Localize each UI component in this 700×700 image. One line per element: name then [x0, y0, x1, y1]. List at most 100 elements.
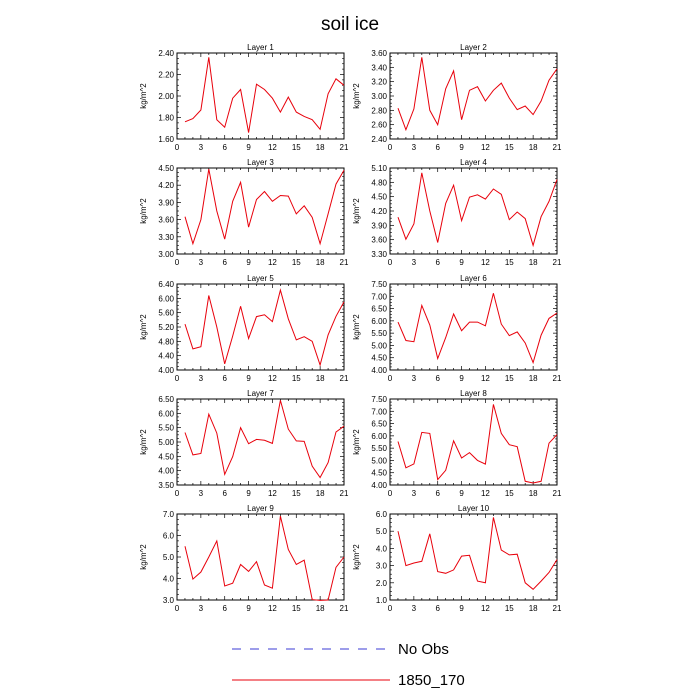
x-tick-label: 3	[199, 143, 204, 152]
x-tick-label: 15	[292, 374, 301, 383]
y-tick-label: 3.30	[371, 250, 387, 259]
x-tick-label: 12	[268, 374, 277, 383]
x-tick-label: 18	[529, 258, 538, 267]
plot-frame	[389, 52, 558, 140]
x-tick-label: 21	[553, 604, 562, 613]
y-tick-label: 2.20	[158, 71, 174, 80]
panel-title: Layer 4	[460, 158, 487, 167]
x-tick-label: 12	[481, 143, 490, 152]
y-axis-label: kg/m^2	[139, 429, 148, 455]
x-tick-label: 3	[199, 258, 204, 267]
x-tick-label: 0	[175, 143, 180, 152]
series-line-1850-170	[397, 293, 558, 365]
x-tick-label: 15	[505, 143, 514, 152]
panel-title: Layer 3	[247, 158, 274, 167]
x-tick-label: 18	[529, 374, 538, 383]
x-tick-label: 9	[246, 143, 251, 152]
plot-frame	[176, 52, 345, 140]
y-tick-label: 4.00	[371, 366, 387, 375]
x-tick-label: 0	[388, 258, 393, 267]
x-tick-label: 6	[222, 143, 227, 152]
panel-title: Layer 7	[247, 389, 274, 398]
x-tick-label: 9	[246, 374, 251, 383]
panel-title: Layer 10	[458, 504, 490, 513]
x-tick-label: 21	[340, 604, 349, 613]
y-tick-label: 2.00	[158, 92, 174, 101]
x-tick-label: 15	[505, 258, 514, 267]
panel-title: Layer 1	[247, 43, 274, 52]
y-tick-label: 4.00	[158, 366, 174, 375]
series-line-1850-170	[184, 169, 345, 246]
x-tick-label: 15	[505, 604, 514, 613]
x-tick-label: 9	[459, 374, 464, 383]
plot-frame	[389, 398, 558, 486]
y-tick-label: 6.00	[158, 409, 174, 418]
x-tick-label: 12	[481, 258, 490, 267]
y-tick-label: 4.50	[371, 193, 387, 202]
x-tick-label: 15	[292, 489, 301, 498]
y-tick-label: 3.90	[371, 221, 387, 230]
x-tick-label: 6	[222, 489, 227, 498]
x-tick-label: 0	[175, 258, 180, 267]
panel-title: Layer 8	[460, 389, 487, 398]
panel-layer-9: Layer 9 kg/m^2 0 3 6 9 12 15 18 21 3.0 4.0 5.0 6.0 7.0	[139, 504, 349, 613]
x-tick-label: 9	[459, 604, 464, 613]
x-tick-label: 0	[175, 374, 180, 383]
y-tick-label: 5.0	[376, 527, 388, 536]
x-tick-label: 0	[175, 489, 180, 498]
x-tick-label: 21	[340, 374, 349, 383]
series-line-1850-170	[184, 400, 345, 479]
y-axis-label: kg/m^2	[352, 314, 361, 340]
x-tick-label: 0	[175, 604, 180, 613]
x-tick-label: 18	[316, 489, 325, 498]
y-tick-label: 5.60	[158, 309, 174, 318]
x-tick-label: 12	[481, 489, 490, 498]
y-tick-label: 6.40	[158, 280, 174, 289]
x-tick-label: 12	[481, 374, 490, 383]
plot-frame	[176, 398, 345, 486]
panel-layer-4: Layer 4 kg/m^2 0 3 6 9 12 15 18 21 3.30 3.60 3.90 4.2…	[352, 158, 562, 267]
x-tick-label: 21	[340, 489, 349, 498]
y-tick-label: 4.20	[371, 207, 387, 216]
panel-layer-6: Layer 6 kg/m^2 0 3 6 9 12 15 18 21 4.00 4.50 5.00 5.5…	[352, 274, 562, 383]
x-tick-label: 18	[316, 143, 325, 152]
y-tick-label: 7.0	[163, 510, 175, 519]
panel-layer-5: Layer 5 kg/m^2 0 3 6 9 12 15 18 21 4.00 4.40 4.80 5.2…	[139, 274, 349, 383]
series-line-1850-170	[397, 404, 558, 484]
y-tick-label: 3.00	[371, 92, 387, 101]
x-tick-label: 3	[412, 258, 417, 267]
y-tick-label: 6.50	[371, 305, 387, 314]
x-tick-label: 0	[388, 143, 393, 152]
x-tick-label: 18	[316, 374, 325, 383]
x-tick-label: 21	[553, 143, 562, 152]
y-tick-label: 6.00	[371, 317, 387, 326]
x-tick-label: 18	[316, 258, 325, 267]
x-tick-label: 3	[199, 489, 204, 498]
y-tick-label: 4.00	[371, 481, 387, 490]
y-tick-label: 4.00	[158, 467, 174, 476]
y-tick-label: 5.0	[163, 553, 175, 562]
legend-no-obs-label: No Obs	[398, 641, 449, 658]
x-tick-label: 3	[412, 143, 417, 152]
legend: No Obs 1850_170	[232, 641, 465, 689]
x-tick-label: 21	[340, 258, 349, 267]
y-axis-label: kg/m^2	[139, 198, 148, 224]
x-tick-label: 3	[199, 604, 204, 613]
x-tick-label: 21	[340, 143, 349, 152]
x-tick-label: 12	[268, 489, 277, 498]
x-tick-label: 0	[388, 604, 393, 613]
series-line-1850-170	[397, 517, 558, 590]
y-tick-label: 4.50	[158, 164, 174, 173]
x-tick-label: 6	[435, 489, 440, 498]
x-tick-label: 3	[412, 489, 417, 498]
x-tick-label: 18	[529, 143, 538, 152]
y-tick-label: 6.0	[376, 510, 388, 519]
panel-layer-1: Layer 1 kg/m^2 0 3 6 9 12 15 18 21 1.60 1.80 2.00 2.2…	[139, 43, 349, 152]
legend-1850-170-label: 1850_170	[398, 672, 465, 689]
x-tick-label: 18	[316, 604, 325, 613]
y-tick-label: 4.50	[158, 452, 174, 461]
panel-layer-2: Layer 2 kg/m^2 0 3 6 9 12 15 18 21 2.40 2.60 2.80 3.0…	[352, 43, 562, 152]
panel-layer-10: Layer 10 kg/m^2 0 3 6 9 12 15 18 21 1.0 2.0 3.0 4.0 5.…	[352, 504, 562, 613]
panel-title: Layer 9	[247, 504, 274, 513]
y-tick-label: 4.50	[371, 469, 387, 478]
